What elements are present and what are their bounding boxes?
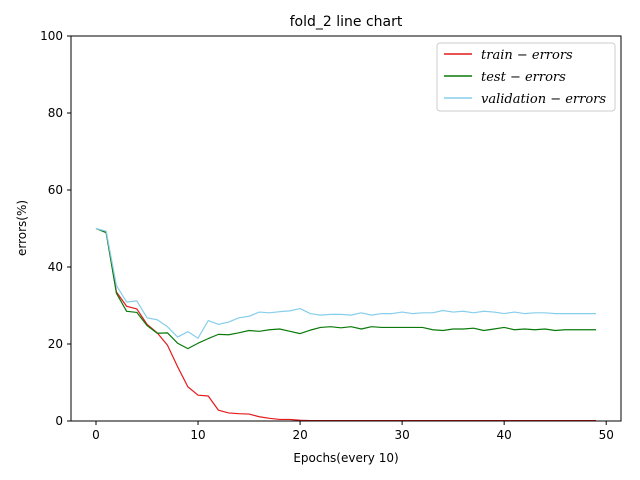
x-axis-label: Epochs(every 10) (293, 451, 398, 465)
legend-label-2: validation − errors (481, 92, 606, 107)
x-tick-label: 40 (497, 428, 512, 442)
y-tick-label: 0 (55, 414, 63, 428)
legend-label-1: test − errors (481, 70, 566, 85)
x-tick-label: 0 (92, 428, 100, 442)
x-tick-label: 50 (599, 428, 614, 442)
legend: train − errors test − errors validation − … (436, 42, 616, 112)
y-tick-label: 20 (48, 337, 63, 351)
axes: 0 10 20 30 40 50 0 20 40 60 80 100 (40, 29, 622, 442)
legend-box (436, 42, 616, 112)
series-line-2 (95, 227, 596, 339)
axes-frame (70, 35, 622, 422)
x-tick-label: 20 (292, 428, 307, 442)
x-tick-label: 10 (190, 428, 205, 442)
x-tick-label: 30 (394, 428, 409, 442)
y-axis-label: errors(%) (15, 200, 29, 256)
y-tick-label: 60 (48, 183, 63, 197)
y-tick-label: 100 (40, 29, 63, 43)
y-tick-label: 40 (48, 260, 63, 274)
chart-title: fold_2 line chart (290, 14, 403, 30)
legend-label-0: train − errors (481, 48, 573, 63)
series-line-1 (95, 227, 596, 350)
y-tick-label: 80 (48, 106, 63, 120)
